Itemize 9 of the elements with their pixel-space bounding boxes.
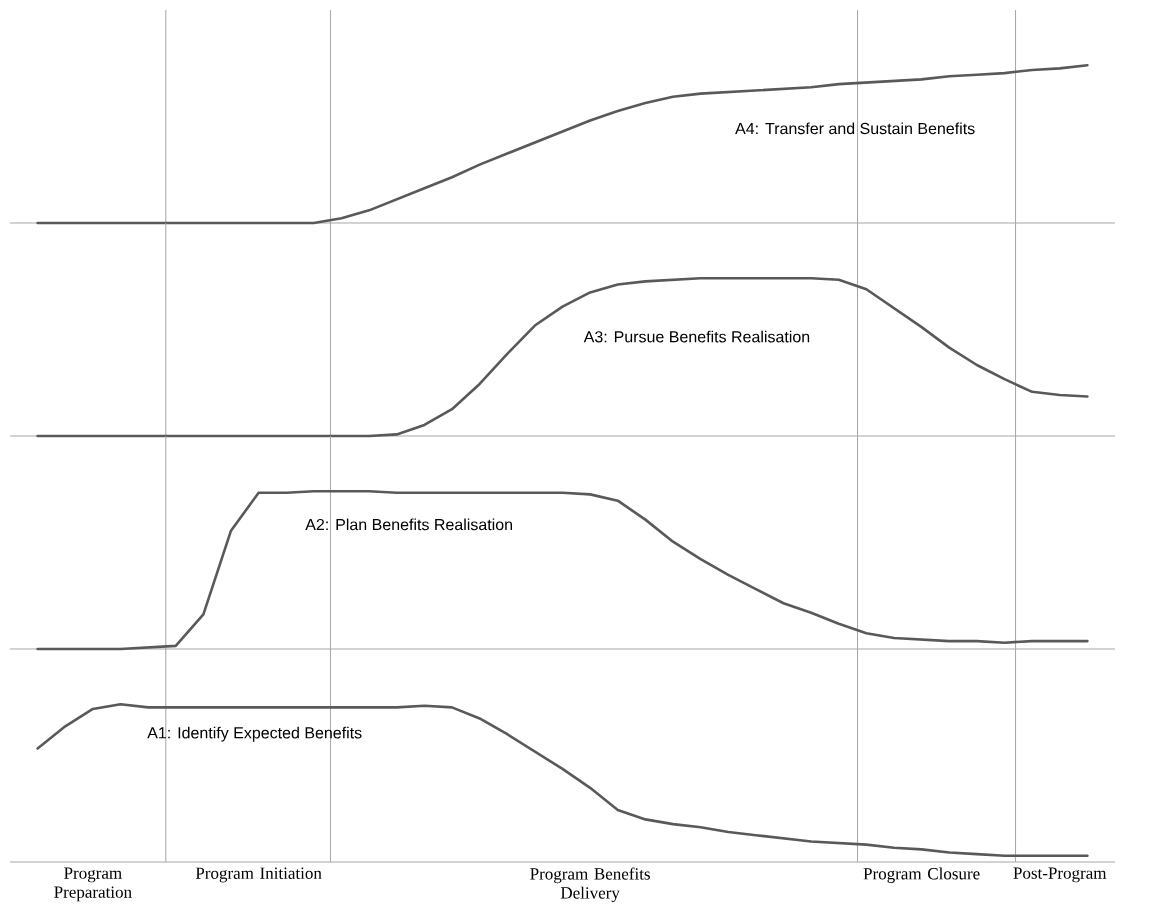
x-tick-label: Post-Program bbox=[1013, 867, 1107, 883]
series-label: A2: Plan Benefits Realisation bbox=[305, 518, 512, 531]
x-tick-label: Program Closure bbox=[863, 867, 980, 883]
x-tick-label: Program Preparation bbox=[54, 867, 132, 902]
series-label: A4: Transfer and Sustain Benefits bbox=[735, 122, 975, 135]
x-tick-label: Program Initiation bbox=[195, 867, 322, 883]
x-tick-label: Program Benefits Delivery bbox=[530, 867, 650, 903]
series-label: A3: Pursue Benefits Realisation bbox=[583, 330, 810, 343]
series-label: A1: Identify Expected Benefits bbox=[147, 726, 362, 742]
